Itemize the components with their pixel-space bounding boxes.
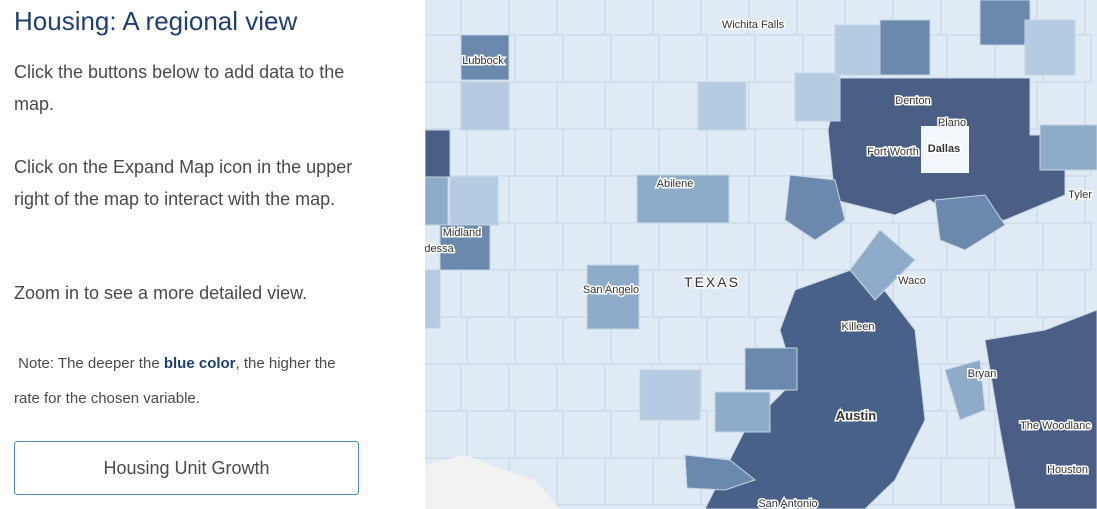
county [849,229,916,301]
county [1024,19,1076,76]
place-label: Waco [898,275,926,287]
county [921,126,969,173]
county [784,174,846,241]
county [714,391,771,433]
map[interactable]: Wichita Falls Lubbock Denton Plano Fort … [425,0,1097,509]
choropleth [425,0,1097,509]
place-label: Dallas [928,143,960,155]
place-label: Abilene [657,178,694,190]
place-label: Bryan [968,368,997,380]
county [639,369,701,421]
place-label: Austin [836,408,877,423]
county [934,194,1006,251]
note: Note: The deeper the blue color, the hig… [14,346,354,416]
place-label: San Angelo [583,284,639,296]
county [794,72,841,122]
place-label: Houston [1047,464,1088,476]
county [425,176,449,226]
place-label: Killeen [841,321,874,333]
county [439,224,491,271]
place-label: Tyler [1068,189,1092,201]
place-label: Lubbock [462,55,504,67]
place-label: The Woodlanc [1020,420,1091,432]
place-label: Denton [895,95,930,107]
county [697,81,747,131]
county [834,24,881,76]
data-button[interactable]: Housing Unit Growth [14,441,359,495]
neighbor-country [425,455,560,509]
instruction: Zoom in to see a more detailed view. [14,283,308,303]
county [1039,124,1097,171]
county-cluster [984,309,1097,509]
county [460,34,510,81]
county [636,174,730,224]
place-label: Fort Worth [867,146,919,158]
county [586,264,640,330]
state-label: TEXAS [684,274,740,290]
county [460,81,510,131]
instruction: Click on the Expand Map icon in the uppe… [14,157,353,209]
place-label: San Antonio [758,498,817,509]
county [425,129,451,178]
panel-title: Housing: A regional view [14,6,298,36]
county [449,176,499,226]
county [684,454,757,491]
county [979,0,1031,46]
county [944,359,986,421]
note-emphasis: blue color [163,355,236,372]
place-label: dessa [425,243,455,255]
note-text: , the higher the rate for the chosen var… [14,355,336,407]
instruction: Click the buttons below to add data to t… [14,62,345,114]
county [425,269,441,329]
note-text: Note: The deeper the [18,355,164,372]
county [744,347,798,391]
place-label: Wichita Falls [722,19,785,31]
county [879,19,931,76]
side-panel: Housing: A regional view Click the butto… [0,0,425,509]
place-label: Midland [443,227,482,239]
